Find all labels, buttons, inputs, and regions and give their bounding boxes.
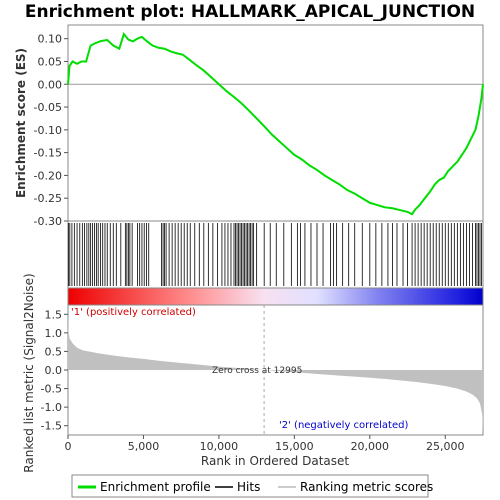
- es-y-tick-label: -0.15: [34, 147, 62, 160]
- metric-y-tick-label: 0.5: [45, 345, 63, 358]
- es-y-axis-label: Enrichment score (ES): [14, 48, 28, 198]
- ranking-metric-area: [68, 312, 483, 434]
- metric-y-tick-label: -1.5: [41, 420, 62, 433]
- negative-correlation-label: '2' (negatively correlated): [279, 420, 408, 431]
- es-y-tick-label: -0.30: [34, 215, 62, 228]
- es-y-tick-label: -0.10: [34, 124, 62, 137]
- x-tick-label: 20,000: [351, 440, 390, 453]
- x-tick-label: 15,000: [275, 440, 314, 453]
- metric-y-tick-label: 0.0: [45, 364, 63, 377]
- x-tick-label: 5,000: [128, 440, 160, 453]
- legend-box: [71, 474, 429, 498]
- es-y-tick-label: -0.05: [34, 101, 62, 114]
- x-tick-label: 0: [65, 440, 72, 453]
- metric-y-tick-label: 1.0: [45, 327, 63, 340]
- metric-y-axis-label: Ranked list metric (Signal2Noise): [22, 273, 36, 472]
- es-y-tick-label: -0.20: [34, 169, 62, 182]
- chart-title: Enrichment plot: HALLMARK_APICAL_JUNCTIO…: [25, 2, 475, 22]
- x-axis-label: Rank in Ordered Dataset: [201, 454, 349, 468]
- legend-metric-label: Ranking metric scores: [300, 480, 433, 494]
- metric-y-ticks: 1.5 1.0 0.5 0.0 -0.5 -1.0 -1.5: [41, 308, 68, 433]
- es-y-tick-label: 0.00: [38, 78, 63, 91]
- metric-y-tick-label: -0.5: [41, 383, 62, 396]
- x-tick-label: 25,000: [426, 440, 465, 453]
- metric-y-tick-label: 1.5: [45, 308, 63, 321]
- hits-markers: [68, 223, 482, 286]
- legend-hits-label: Hits: [237, 480, 260, 494]
- metric-y-tick-label: -1.0: [41, 401, 62, 414]
- rank-color-bar: [67, 287, 484, 306]
- es-y-tick-label: -0.25: [34, 192, 62, 205]
- positive-correlation-label: '1' (positively correlated): [71, 307, 196, 318]
- x-tick-label: 10,000: [200, 440, 239, 453]
- metric-x-ticks: 0 5,000 10,000 15,000 20,000 25,000: [65, 435, 465, 453]
- legend-enrichment-label: Enrichment profile: [100, 480, 211, 494]
- es-panel: [67, 24, 484, 222]
- legend: Enrichment profile Hits Ranking metric s…: [71, 474, 433, 498]
- es-y-tick-label: 0.05: [38, 55, 63, 68]
- es-y-ticks: 0.10 0.05 0.00 -0.05 -0.10 -0.15 -0.20 -0.25 -0.…: [34, 33, 68, 228]
- enrichment-profile-line: [67, 32, 484, 216]
- es-y-tick-label: 0.10: [38, 33, 63, 46]
- zero-cross-label: Zero cross at 12995: [212, 366, 302, 376]
